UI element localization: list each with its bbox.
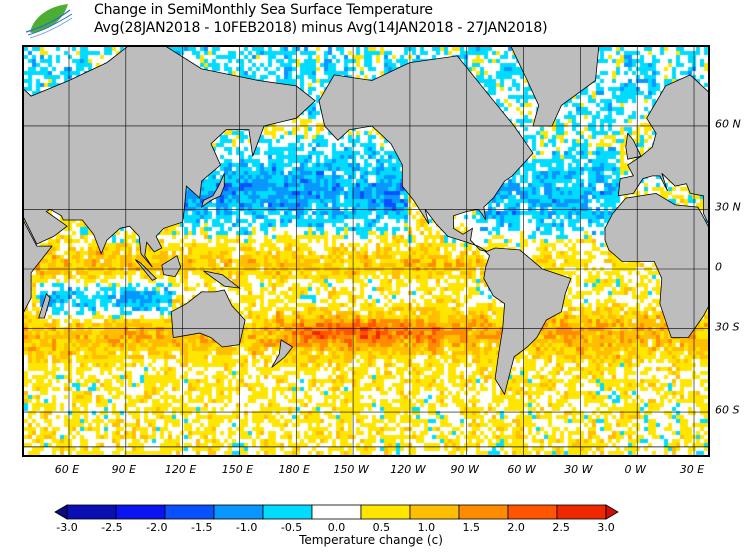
map-overlay [24,47,708,455]
colorbar-tick-label: -3.0 [56,521,78,534]
logo-icon [25,4,73,39]
colorbar-bin [458,504,509,520]
colorbar-bin [311,504,362,520]
land-north-america [318,55,534,253]
longitude-label: 60 E [54,463,80,476]
colorbar-tick-label: 2.0 [507,521,525,534]
colorbar-arrow-high [605,504,619,520]
land-eurasia [24,47,316,268]
colorbar-bin [262,504,313,520]
latitude-label: 30 N [715,200,741,214]
land-japan [200,173,225,209]
colorbar-bin [360,504,411,520]
longitude-label: 90 W [450,463,479,476]
sst-change-map [22,45,710,457]
land-borneo [161,255,182,278]
colorbar-tick-label: -0.5 [280,521,303,534]
land-uk [625,132,642,160]
latitude-label: 60 S [715,403,740,417]
colorbar-bin [556,504,607,520]
longitude-label: 30 W [564,463,593,476]
land-new-zealand [271,339,294,368]
land-sumatra [134,259,157,281]
longitude-label: 120 E [164,463,197,476]
colorbar-bin [409,504,460,520]
longitude-label: 150 E [221,463,254,476]
land-greenland [510,47,600,127]
land-south-america [483,247,572,396]
colorbar-bin [507,504,558,520]
chart-subtitle: Avg(28JAN2018 - 10FEB2018) minus Avg(14J… [94,20,548,36]
chart-title: Change in SemiMonthly Sea Surface Temper… [94,2,433,18]
colorbar-tick-label: 1.5 [462,521,481,534]
colorbar-tick-label: -1.5 [191,521,213,534]
land-australia [170,289,246,348]
longitude-label: 60 W [507,463,536,476]
colorbar-tick-label: -2.5 [101,521,123,534]
land-eurasia [617,74,708,224]
colorbar-bin [115,504,166,520]
colorbar-tick-label: 0.0 [327,521,346,534]
longitude-label: 30 E [679,463,705,476]
colorbar-bin [66,504,117,520]
colorbar-bin [213,504,264,520]
colorbar [54,504,619,520]
colorbar-tick-label: -2.0 [146,521,168,534]
longitude-label: 180 E [278,463,310,476]
latitude-label: 0 [715,260,722,274]
land-africa [24,220,53,313]
longitude-label: 150 W [333,463,369,476]
colorbar-tick-label: 3.0 [597,521,615,534]
latitude-label: 60 N [715,117,741,131]
colorbar-arrow-low [54,504,68,520]
colorbar-tick-label: 2.5 [552,521,570,534]
colorbar-bin [164,504,215,520]
longitude-label: 0 W [624,463,646,476]
land-madagascar [38,293,51,319]
latitude-label: 30 S [715,320,740,334]
longitude-label: 120 W [390,463,426,476]
colorbar-title: Temperature change (c) [299,533,443,547]
colorbar-tick-label: 1.0 [417,521,436,534]
colorbar-tick-label: -1.0 [235,521,258,534]
land-new-guinea [203,270,241,289]
land-africa [604,192,708,339]
longitude-label: 90 E [111,463,137,476]
colorbar-tick-label: 0.5 [372,521,391,534]
